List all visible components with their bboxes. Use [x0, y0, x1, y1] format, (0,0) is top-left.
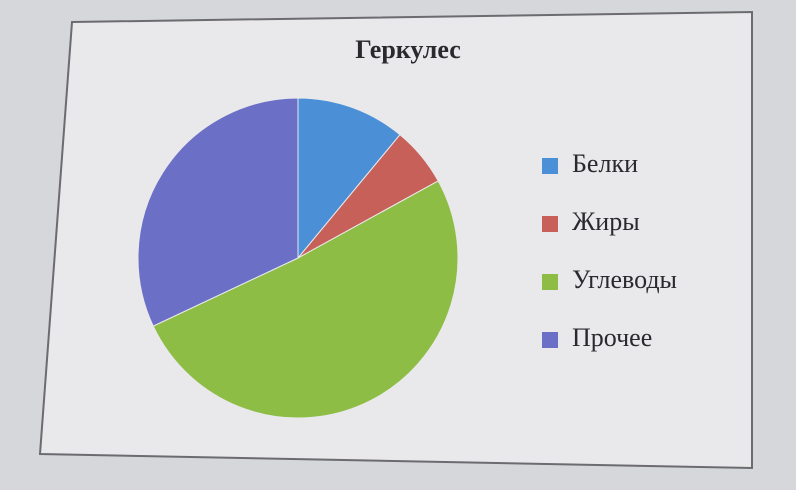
pie: [137, 97, 459, 419]
pie-slice: [137, 97, 299, 327]
legend-swatch: [542, 216, 558, 232]
legend-label: Прочее: [572, 323, 652, 352]
pie-slice: [297, 97, 401, 260]
legend-label: Жиры: [572, 207, 640, 236]
legend-label: Белки: [572, 149, 638, 178]
chart-title: Геркулес: [355, 35, 461, 64]
legend-swatch: [542, 274, 558, 290]
legend-swatch: [542, 158, 558, 174]
pie-slice: [152, 180, 459, 419]
legend: Белки Жиры Углеводы Прочее: [542, 149, 677, 352]
legend-label: Углеводы: [572, 265, 677, 294]
legend-swatch: [542, 332, 558, 348]
